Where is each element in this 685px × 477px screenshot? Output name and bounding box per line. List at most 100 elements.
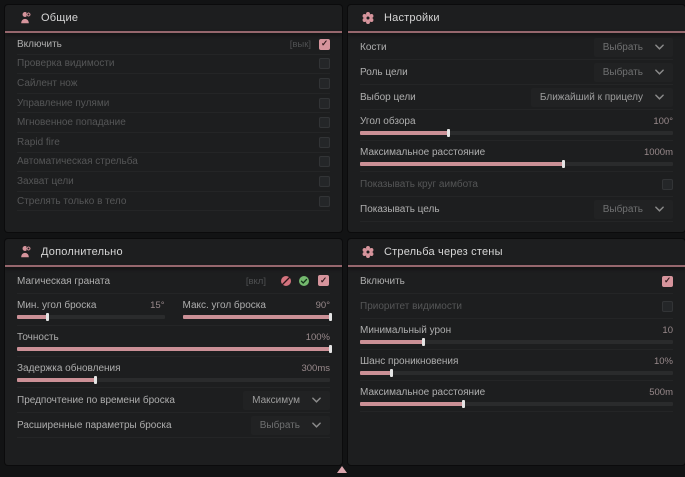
gear-icon	[361, 245, 375, 259]
min-damage-slider[interactable]	[360, 338, 673, 346]
chevron-down-icon	[655, 206, 664, 212]
dropdown-value: Ближайший к прицелу	[539, 91, 643, 103]
row-label: Приоритет видимости	[360, 300, 463, 312]
fov-slider[interactable]	[360, 129, 673, 137]
row-label: Минимальный урон	[360, 324, 452, 336]
checkbox[interactable]	[319, 195, 330, 207]
row-label: Показывать цель	[360, 203, 440, 215]
panel-wallshoot: Стрельба через стены Включить Приоритет …	[348, 239, 685, 465]
slider-fill	[17, 376, 98, 384]
checkbox[interactable]	[318, 274, 329, 286]
slider-value: 90°	[315, 299, 330, 311]
throw-time-pref-dropdown[interactable]: Максимум	[243, 390, 330, 410]
slider-value: 500m	[649, 386, 673, 398]
slider-fill	[360, 338, 425, 346]
min-throw-angle-slider[interactable]	[17, 313, 165, 321]
slider-value: 10	[662, 324, 673, 336]
slider-value: 1000m	[643, 146, 673, 158]
toggle-row-visibility-priority: Приоритет видимости	[360, 294, 673, 319]
bones-dropdown[interactable]: Выбрать	[593, 37, 673, 57]
row-label: Магическая граната	[17, 275, 111, 287]
wall-max-distance-slider[interactable]	[360, 400, 673, 408]
person-target-icon	[18, 245, 32, 259]
panel-additional: Дополнительно Магическая граната [вкл] М…	[5, 239, 342, 465]
row-label: Автоматическая стрельба	[17, 156, 138, 168]
toggle-row-visibility-check: Проверка видимости	[17, 55, 330, 75]
slider-fill	[17, 345, 332, 353]
toggle-row-body-only: Стрелять только в тело	[17, 192, 330, 212]
slider-row-penetration-chance: Шанс проникновения 10%	[360, 350, 673, 381]
checkbox[interactable]	[662, 275, 673, 287]
toggle-row-magic-grenade: Магическая граната [вкл]	[17, 269, 330, 294]
dropdown-row-show-target: Показывать цель Выбрать	[360, 197, 673, 222]
panel-title: Дополнительно	[41, 246, 123, 258]
slider-row-max-distance: Максимальное расстояние 500m	[360, 381, 673, 412]
row-label: Кости	[360, 41, 387, 53]
toggle-row-bullet-control: Управление пулями	[17, 94, 330, 114]
row-label: Роль цели	[360, 66, 408, 78]
max-throw-angle-slider[interactable]	[182, 313, 332, 321]
header-underline	[348, 31, 685, 33]
row-label: Выбор цели	[360, 91, 416, 103]
slider-fill	[360, 160, 566, 168]
row-label: Включить	[360, 275, 405, 287]
row-label: Точность	[17, 331, 59, 343]
dropdown-row-bones: Кости Выбрать	[360, 35, 673, 60]
chevron-down-icon	[655, 94, 664, 100]
row-label: Стрелять только в тело	[17, 195, 127, 207]
row-label: Включить	[17, 38, 62, 50]
dropdown-row-target-role: Роль цели Выбрать	[360, 60, 673, 85]
green-check-circle-icon[interactable]	[298, 275, 310, 287]
slider-row-min-damage: Минимальный урон 10	[360, 319, 673, 350]
panel-title: Настройки	[384, 12, 440, 24]
panel-additional-header: Дополнительно	[5, 239, 342, 265]
row-label: Захват цели	[17, 175, 74, 187]
show-target-dropdown[interactable]: Выбрать	[593, 199, 673, 219]
checkbox[interactable]	[319, 175, 330, 187]
header-underline	[5, 31, 342, 33]
penetration-chance-slider[interactable]	[360, 369, 673, 377]
accuracy-slider[interactable]	[17, 345, 332, 353]
row-label: Максимальное расстояние	[360, 146, 486, 158]
target-select-dropdown[interactable]: Ближайший к прицелу	[530, 87, 673, 107]
header-underline	[5, 265, 342, 267]
slider-row-max-throw-angle: Макс. угол броска 90°	[182, 294, 332, 325]
chevron-down-icon	[655, 69, 664, 75]
dropdown-row-advanced-throw: Расширенные параметры броска Выбрать	[17, 413, 330, 438]
row-label: Мгновенное попадание	[17, 117, 126, 129]
toggle-row-instant-hit: Мгновенное попадание	[17, 113, 330, 133]
advanced-throw-dropdown[interactable]: Выбрать	[250, 415, 330, 435]
toggle-row-show-aim-circle: Показывать круг аимбота	[360, 172, 673, 197]
slider-fill	[360, 369, 394, 377]
checkbox[interactable]	[662, 300, 673, 312]
row-label: Показывать круг аимбота	[360, 178, 478, 190]
checkbox[interactable]	[319, 97, 330, 109]
checkbox[interactable]	[662, 178, 673, 190]
max-distance-slider[interactable]	[360, 160, 673, 168]
row-label: Максимальное расстояние	[360, 386, 486, 398]
dropdown-row-target-select: Выбор цели Ближайший к прицелу	[360, 85, 673, 110]
row-label: Задержка обновления	[17, 362, 121, 374]
gear-icon	[361, 11, 375, 25]
row-label: Проверка видимости	[17, 58, 115, 70]
slider-value: 100°	[653, 115, 673, 127]
header-underline	[348, 265, 685, 267]
checkbox[interactable]	[319, 136, 330, 148]
panel-title: Стрельба через стены	[384, 246, 503, 258]
row-label: Угол обзора	[360, 115, 416, 127]
update-delay-slider[interactable]	[17, 376, 330, 384]
target-role-dropdown[interactable]: Выбрать	[593, 62, 673, 82]
slider-row-accuracy: Точность 100%	[17, 326, 332, 357]
checkbox[interactable]	[319, 38, 330, 50]
slashed-circle-icon[interactable]	[280, 275, 292, 287]
checkbox[interactable]	[319, 77, 330, 89]
cursor-up-triangle-icon	[337, 466, 347, 473]
row-label: Макс. угол броска	[182, 299, 266, 311]
row-label: Сайлент нож	[17, 77, 78, 89]
checkbox[interactable]	[319, 58, 330, 70]
checkbox[interactable]	[319, 156, 330, 168]
dropdown-value: Выбрать	[259, 419, 300, 431]
checkbox[interactable]	[319, 117, 330, 129]
row-label: Расширенные параметры броска	[17, 419, 172, 431]
